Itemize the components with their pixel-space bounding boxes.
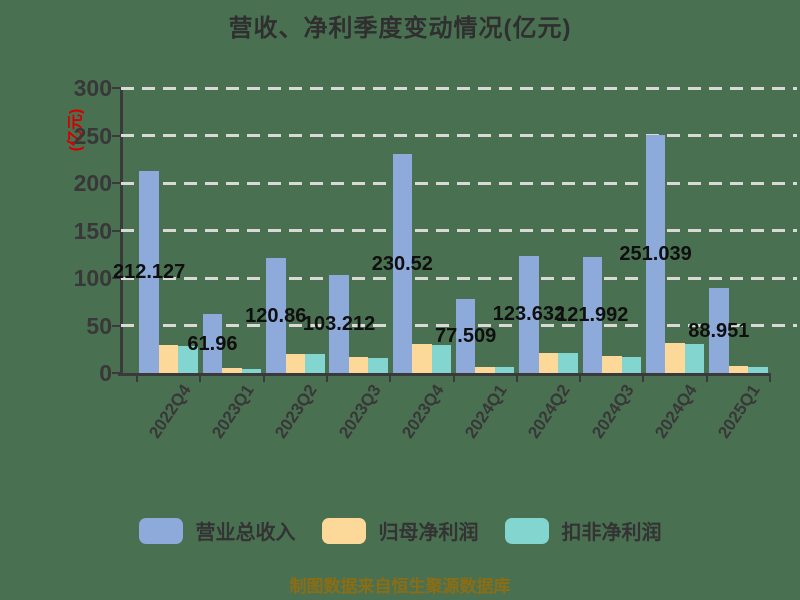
- legend-item-revenue: 营业总收入: [138, 516, 296, 545]
- gridline-150: [121, 229, 797, 232]
- x-tick-4: [389, 375, 392, 382]
- bar-归母净利润-2023Q2: [285, 354, 305, 373]
- bar-营业总收入-2024Q4: [645, 134, 666, 373]
- bar-value-label-2024Q1: 77.509: [435, 325, 497, 348]
- bar-扣非净利润-2024Q4: [684, 344, 705, 373]
- y-tick-200: [112, 182, 121, 184]
- x-category-label-2024Q1: 2024Q1: [461, 381, 511, 442]
- x-tick-7: [579, 375, 582, 382]
- bar-value-label-2024Q2: 123.632: [492, 303, 566, 326]
- x-tick-2: [262, 375, 265, 382]
- bar-归母净利润-2024Q4: [665, 342, 685, 373]
- bar-归母净利润-2024Q1: [475, 366, 495, 373]
- legend-label-net-profit: 归母净利润: [378, 522, 479, 544]
- legend-label-revenue: 营业总收入: [195, 522, 296, 544]
- bar-营业总收入-2024Q2: [519, 255, 539, 373]
- x-tick-0: [136, 375, 138, 382]
- x-category-label-2023Q4: 2023Q4: [398, 381, 448, 442]
- y-tick-0: [112, 372, 121, 374]
- legend-item-non-gaap-profit: 扣非净利润: [504, 516, 662, 545]
- bar-扣非净利润-2023Q2: [305, 354, 325, 373]
- legend-label-non-gaap-profit: 扣非净利润: [561, 522, 662, 544]
- legend-swatch-revenue: [138, 517, 183, 544]
- bar-value-label-2023Q4: 230.52: [371, 252, 433, 275]
- bar-营业总收入-2024Q3: [582, 257, 602, 373]
- x-tick-1: [199, 375, 202, 382]
- legend-swatch-net-profit: [321, 517, 366, 544]
- footer-note: 制图数据来自恒生聚源数据库: [289, 577, 511, 596]
- x-category-label-2022Q4: 2022Q4: [144, 381, 195, 442]
- x-category-label-2023Q1: 2023Q1: [208, 381, 258, 442]
- y-tick-label-150: 150: [73, 217, 112, 244]
- bar-扣非净利润-2024Q1: [494, 367, 515, 373]
- bar-value-label-2025Q1: 88.951: [688, 319, 750, 342]
- gridline-250: [121, 134, 797, 137]
- x-category-label-2023Q2: 2023Q2: [271, 381, 322, 442]
- y-tick-50: [112, 324, 121, 327]
- x-tick-9: [705, 375, 708, 382]
- x-tick-8: [642, 375, 645, 382]
- y-tick-label-200: 200: [73, 170, 112, 196]
- x-category-label-2023Q3: 2023Q3: [334, 381, 385, 442]
- bar-value-label-2024Q4: 251.039: [619, 242, 692, 265]
- bar-扣非净利润-2022Q4: [178, 346, 198, 373]
- gridline-100: [121, 276, 797, 280]
- bar-营业总收入-2024Q1: [455, 299, 476, 373]
- bar-扣非净利润-2025Q1: [748, 366, 768, 373]
- x-tick-10: [769, 375, 771, 382]
- legend-item-net-profit: 归母净利润: [321, 516, 479, 545]
- bar-归母净利润-2024Q3: [602, 356, 622, 373]
- bar-value-label-2023Q3: 103.212: [302, 312, 376, 335]
- x-category-label-2024Q3: 2024Q3: [587, 381, 638, 442]
- chart-title: 营收、净利季度变动情况(亿元): [228, 15, 572, 42]
- bar-归母净利润-2024Q2: [538, 353, 559, 373]
- y-tick-300: [112, 87, 121, 89]
- y-axis-line: [120, 88, 123, 376]
- bar-营业总收入-2023Q2: [266, 258, 286, 373]
- x-tick-3: [325, 375, 328, 382]
- bar-营业总收入-2023Q4: [392, 154, 413, 373]
- y-tick-150: [112, 229, 121, 232]
- bar-归母净利润-2022Q4: [158, 345, 179, 373]
- bar-value-label-2024Q3: 121.992: [556, 304, 629, 327]
- y-tick-label-50: 50: [86, 312, 112, 339]
- bar-value-label-2023Q1: 61.96: [187, 332, 238, 355]
- bar-归母净利润-2025Q1: [728, 365, 749, 373]
- bar-扣非净利润-2023Q3: [368, 357, 388, 373]
- bar-归母净利润-2023Q1: [222, 367, 242, 373]
- y-tick-label-0: 0: [99, 360, 112, 386]
- gridline-300: [121, 86, 797, 90]
- bar-value-label-2023Q2: 120.86: [245, 304, 307, 327]
- bar-营业总收入-2023Q3: [329, 274, 349, 373]
- y-tick-100: [112, 277, 121, 279]
- bar-扣非净利润-2023Q1: [241, 368, 262, 373]
- bar-归母净利润-2023Q3: [348, 357, 369, 373]
- bar-归母净利润-2023Q4: [412, 343, 432, 373]
- bar-扣非净利润-2024Q2: [558, 353, 578, 373]
- bar-营业总收入-2022Q4: [139, 171, 159, 373]
- legend: 营业总收入 归母净利润 扣非净利润: [0, 516, 800, 545]
- x-tick-6: [515, 375, 518, 382]
- x-tick-5: [452, 375, 455, 382]
- y-tick-label-300: 300: [73, 75, 112, 101]
- x-axis-line: [118, 373, 771, 376]
- x-category-label-2024Q2: 2024Q2: [524, 381, 575, 442]
- y-tick-label-250: 250: [73, 122, 112, 149]
- x-category-label-2025Q1: 2025Q1: [714, 381, 765, 442]
- x-category-label-2024Q4: 2024Q4: [651, 381, 701, 442]
- y-tick-label-100: 100: [73, 265, 112, 291]
- y-tick-250: [112, 134, 121, 137]
- bar-value-label-2022Q4: 212.127: [112, 261, 186, 284]
- bar-扣非净利润-2024Q3: [621, 357, 641, 373]
- bar-扣非净利润-2023Q4: [431, 345, 452, 373]
- legend-swatch-non-gaap-profit: [504, 517, 549, 544]
- bar-营业总收入-2023Q1: [202, 314, 223, 373]
- bar-营业总收入-2025Q1: [709, 288, 729, 373]
- gridline-200: [121, 181, 797, 185]
